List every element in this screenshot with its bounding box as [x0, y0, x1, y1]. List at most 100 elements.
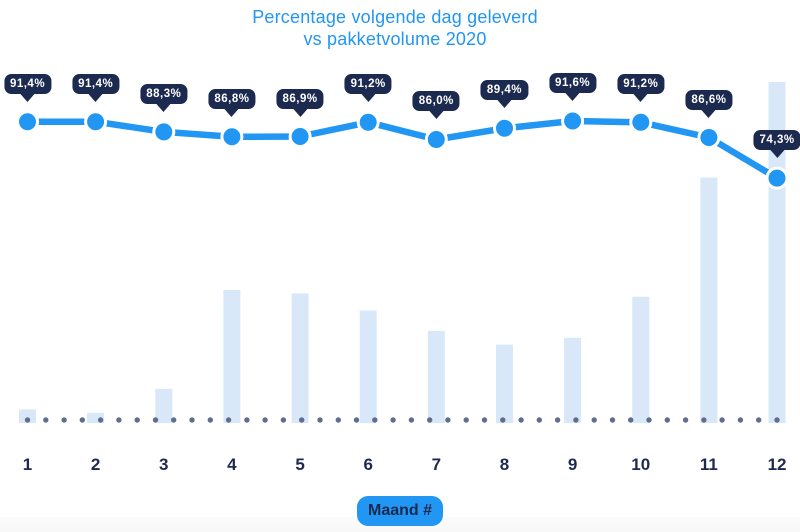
baseline-dot [189, 417, 195, 423]
line-marker[interactable] [16, 110, 39, 134]
value-tooltip: 91,2% [344, 74, 392, 95]
volume-bar[interactable] [632, 296, 650, 423]
value-tooltip: 91,6% [549, 73, 597, 93]
baseline-dot [463, 417, 469, 423]
line-marker[interactable] [84, 110, 108, 134]
x-tick-label: 3 [159, 455, 169, 474]
baseline-dot [682, 417, 689, 423]
baseline-dot [573, 417, 579, 423]
trend-line [24, 117, 781, 182]
value-tooltip: 91,4% [72, 73, 120, 94]
baseline-dot [756, 417, 762, 423]
baseline-dot [664, 417, 670, 423]
line-marker[interactable] [697, 126, 721, 149]
volume-bar[interactable] [223, 290, 241, 423]
baseline-dot [353, 417, 360, 423]
x-tick-label: 6 [363, 455, 373, 474]
volume-bar[interactable] [564, 337, 582, 424]
baseline-dot [171, 417, 177, 423]
line-marker[interactable] [765, 166, 789, 190]
value-tooltip: 86,0% [412, 91, 460, 112]
chart-title-line1: Percentage volgende dag geleverd [252, 7, 538, 27]
volume-bar[interactable] [427, 330, 445, 423]
value-tooltip: 86,9% [276, 88, 324, 109]
baseline-dot [390, 417, 396, 423]
value-tooltip: 74,3% [753, 130, 800, 151]
volume-bar[interactable] [768, 82, 786, 423]
x-tick-label: 5 [295, 455, 305, 474]
baseline-dot [372, 417, 378, 423]
line-marker[interactable] [356, 110, 380, 134]
x-tick-label: 8 [499, 455, 510, 474]
baseline-dot [481, 417, 488, 423]
baseline-dot [97, 417, 104, 423]
baseline-dot [500, 417, 506, 423]
line-marker[interactable] [288, 125, 312, 148]
baseline-dot [701, 417, 707, 423]
x-tick-label: 9 [567, 455, 578, 474]
volume-bar[interactable] [87, 412, 105, 423]
x-tick-label: 11 [699, 455, 718, 474]
line-marker[interactable] [220, 125, 244, 149]
baseline-dot [225, 417, 232, 423]
volume-bars [19, 82, 786, 424]
baseline-dot [280, 417, 287, 423]
line-marker[interactable] [424, 128, 448, 151]
line-marker[interactable] [561, 109, 585, 133]
baseline-dot [317, 417, 323, 423]
baseline-dot [244, 417, 250, 423]
baseline-dot [24, 417, 31, 423]
chart-title-line2: vs pakketvolume 2020 [303, 29, 487, 49]
volume-bar[interactable] [700, 177, 718, 424]
value-tooltip: 91,4% [3, 73, 52, 94]
baseline-dot [646, 417, 652, 423]
volume-bar[interactable] [155, 388, 173, 423]
baseline-dot [299, 417, 305, 423]
value-tooltip: 86,8% [208, 88, 256, 109]
baseline-dot [427, 417, 433, 423]
baseline-dot [61, 417, 67, 423]
baseline-dot [445, 417, 451, 423]
x-tick-label: 10 [631, 455, 651, 474]
value-tooltip: 91,2% [617, 74, 665, 95]
baseline-dot [262, 417, 268, 423]
baseline-dot [554, 417, 561, 423]
x-tick-label: 4 [227, 455, 237, 474]
volume-bar[interactable] [496, 344, 513, 423]
baseline-dot [79, 417, 86, 423]
line-marker[interactable] [493, 116, 516, 140]
baseline-dot [518, 417, 524, 423]
value-tooltip: 86,6% [685, 89, 733, 110]
baseline-dot [134, 417, 140, 423]
baseline-dot [737, 417, 744, 423]
value-tooltip: 88,3% [140, 83, 188, 104]
value-tooltip: 89,4% [480, 80, 529, 101]
baseline-dot [116, 417, 122, 423]
x-tick-label: 2 [90, 455, 101, 474]
volume-bar[interactable] [19, 409, 36, 423]
baseline-dot [719, 417, 725, 423]
chart-title: Percentage volgende dag geleverd vs pakk… [0, 6, 790, 50]
baseline-dot [609, 417, 616, 423]
baseline-dot [408, 417, 415, 423]
baseline-dot [628, 417, 634, 423]
x-axis-label-badge: Maand # [356, 496, 444, 526]
x-tick-label: 12 [767, 455, 787, 474]
baseline-dot [43, 417, 49, 423]
volume-bar[interactable] [291, 293, 309, 423]
x-tick-label: 1 [22, 455, 33, 474]
volume-bar[interactable] [359, 310, 377, 424]
line-markers [16, 109, 789, 190]
baseline-dot [152, 417, 159, 423]
dotted-baseline [24, 417, 780, 423]
baseline-dot [774, 417, 780, 423]
line-marker[interactable] [629, 110, 653, 134]
baseline-dot [591, 417, 597, 423]
baseline-dot [207, 417, 213, 423]
line-marker[interactable] [152, 120, 176, 144]
baseline-dot [536, 417, 542, 423]
x-tick-label: 7 [431, 455, 442, 474]
baseline-dot [335, 417, 341, 423]
